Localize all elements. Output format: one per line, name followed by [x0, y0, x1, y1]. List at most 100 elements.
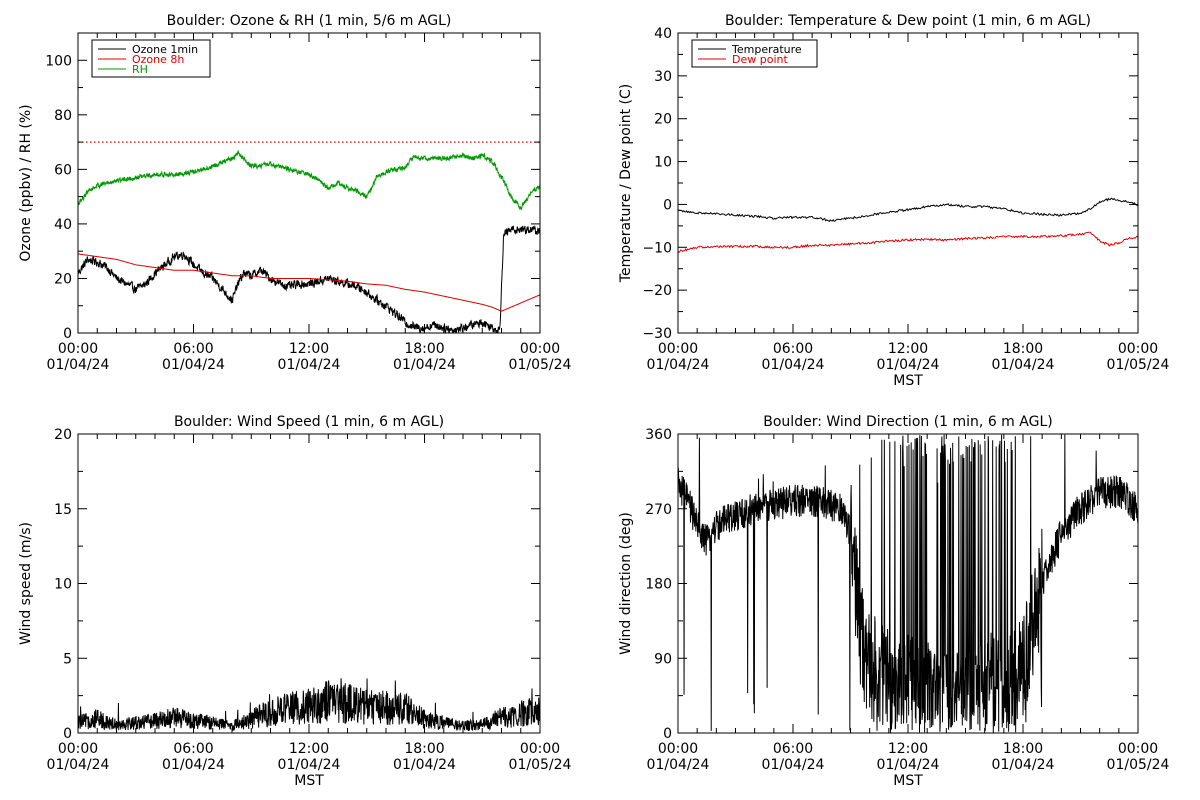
chart-title: Boulder: Temperature & Dew point (1 min,…: [725, 13, 1091, 29]
x-tick-label-date: 01/04/24: [647, 757, 710, 773]
x-tick-label-time: 18:00: [1003, 341, 1043, 357]
x-tick-label-date: 01/05/24: [509, 357, 572, 373]
series-line-rh: [78, 149, 540, 212]
y-tick-label: 100: [45, 53, 72, 69]
y-tick-label: 0: [63, 326, 72, 342]
y-tick-label: 10: [54, 577, 72, 593]
x-tick-label-time: 18:00: [404, 741, 444, 757]
x-tick-label-time: 00:00: [520, 341, 560, 357]
legend-label: Dew point: [732, 53, 788, 66]
wind-direction-panel: Boulder: Wind Direction (1 min, 6 m AGL)…: [618, 414, 1170, 789]
plot-frame: [77, 433, 541, 734]
y-tick-label: 20: [54, 271, 72, 287]
series-group: [678, 197, 1138, 254]
temperature-dewpoint-panel: Boulder: Temperature & Dew point (1 min,…: [618, 13, 1170, 389]
chart-title: Boulder: Ozone & RH (1 min, 5/6 m AGL): [167, 13, 452, 29]
x-axis-label: MST: [893, 373, 923, 389]
y-tick-label: 360: [645, 427, 672, 443]
y-tick-label: 180: [645, 577, 672, 593]
x-tick-label-date: 01/04/24: [992, 757, 1055, 773]
x-tick-label-time: 12:00: [289, 741, 329, 757]
y-tick-label: 90: [654, 651, 672, 667]
x-tick-label-date: 01/04/24: [162, 757, 225, 773]
x-tick-label-time: 00:00: [58, 341, 98, 357]
series-group: [678, 434, 1138, 733]
legend-label: Temperature: [731, 43, 802, 56]
x-tick-label-time: 00:00: [1118, 741, 1158, 757]
y-tick-label: 270: [645, 502, 672, 518]
x-tick-label-date: 01/04/24: [647, 357, 710, 373]
x-tick-label-time: 06:00: [173, 741, 213, 757]
legend-label: RH: [132, 63, 148, 76]
x-tick-label-date: 01/04/24: [877, 757, 940, 773]
y-axis-label: Wind speed (m/s): [18, 522, 34, 645]
wind-speed-panel: Boulder: Wind Speed (1 min, 6 m AGL) Wind…: [18, 414, 572, 789]
x-tick-label-date: 01/04/24: [992, 357, 1055, 373]
x-tick-label-time: 12:00: [888, 341, 928, 357]
x-tick-label-time: 18:00: [404, 341, 444, 357]
x-tick-label-date: 01/05/24: [509, 757, 572, 773]
series-line-data: [78, 678, 540, 732]
series-line-data: [678, 434, 1138, 733]
y-tick-label: −20: [642, 283, 672, 299]
x-tick-label-time: 00:00: [658, 741, 698, 757]
ozone-rh-panel: Boulder: Ozone & RH (1 min, 5/6 m AGL) Oz…: [18, 13, 572, 373]
x-tick-label-date: 01/04/24: [393, 357, 456, 373]
x-tick-label-date: 01/04/24: [47, 757, 110, 773]
x-tick-label-time: 00:00: [658, 341, 698, 357]
legend-label: Ozone 8h: [132, 53, 184, 66]
x-tick-label-time: 00:00: [1118, 341, 1158, 357]
x-axis-label: MST: [294, 773, 324, 789]
y-axis-label: Wind direction (deg): [618, 512, 634, 655]
y-tick-label: −10: [642, 240, 672, 256]
y-tick-label: 20: [54, 427, 72, 443]
x-tick-label-date: 01/04/24: [278, 357, 341, 373]
y-tick-label: 60: [54, 162, 72, 178]
x-tick-label-date: 01/04/24: [393, 757, 456, 773]
x-tick-label-date: 01/04/24: [762, 757, 825, 773]
x-tick-label-time: 00:00: [520, 741, 560, 757]
x-tick-label-time: 06:00: [773, 341, 813, 357]
series-line-ozone-1min: [78, 224, 540, 333]
chart-title: Boulder: Wind Direction (1 min, 6 m AGL): [763, 414, 1052, 430]
x-tick-label-date: 01/04/24: [278, 757, 341, 773]
y-tick-label: 40: [654, 26, 672, 42]
y-tick-label: −30: [642, 326, 672, 342]
x-tick-label-date: 01/04/24: [762, 357, 825, 373]
x-tick-label-time: 00:00: [58, 741, 98, 757]
series-group: [78, 149, 540, 333]
y-tick-label: 20: [654, 112, 672, 128]
y-tick-label: 10: [654, 155, 672, 171]
plot-frame: [77, 32, 541, 334]
y-tick-label: 0: [663, 726, 672, 742]
x-tick-label-time: 06:00: [773, 741, 813, 757]
y-tick-label: 0: [63, 726, 72, 742]
y-axis-label: Temperature / Dew point (C): [618, 84, 634, 283]
x-tick-label-date: 01/04/24: [877, 357, 940, 373]
y-tick-label: 5: [63, 651, 72, 667]
series-line-ozone-8h: [78, 253, 540, 312]
x-tick-label-date: 01/04/24: [47, 357, 110, 373]
y-tick-label: 80: [54, 108, 72, 124]
y-tick-label: 0: [663, 197, 672, 213]
plot-frame: [677, 32, 1139, 334]
x-tick-label-date: 01/05/24: [1107, 357, 1170, 373]
series-group: [78, 678, 540, 732]
chart-title: Boulder: Wind Speed (1 min, 6 m AGL): [174, 414, 444, 430]
y-tick-label: 40: [54, 217, 72, 233]
x-tick-label-time: 18:00: [1003, 741, 1043, 757]
x-tick-label-date: 01/05/24: [1107, 757, 1170, 773]
x-tick-label-time: 12:00: [888, 741, 928, 757]
y-tick-label: 30: [654, 69, 672, 85]
x-tick-label-time: 12:00: [289, 341, 329, 357]
series-line-dew-point: [678, 231, 1138, 254]
y-tick-label: 15: [54, 502, 72, 518]
series-line-temperature: [678, 197, 1138, 222]
x-tick-label-time: 06:00: [173, 341, 213, 357]
y-axis-label: Ozone (ppbv) / RH (%): [18, 104, 34, 261]
legend-box: [691, 39, 818, 68]
x-axis-label: MST: [893, 773, 923, 789]
